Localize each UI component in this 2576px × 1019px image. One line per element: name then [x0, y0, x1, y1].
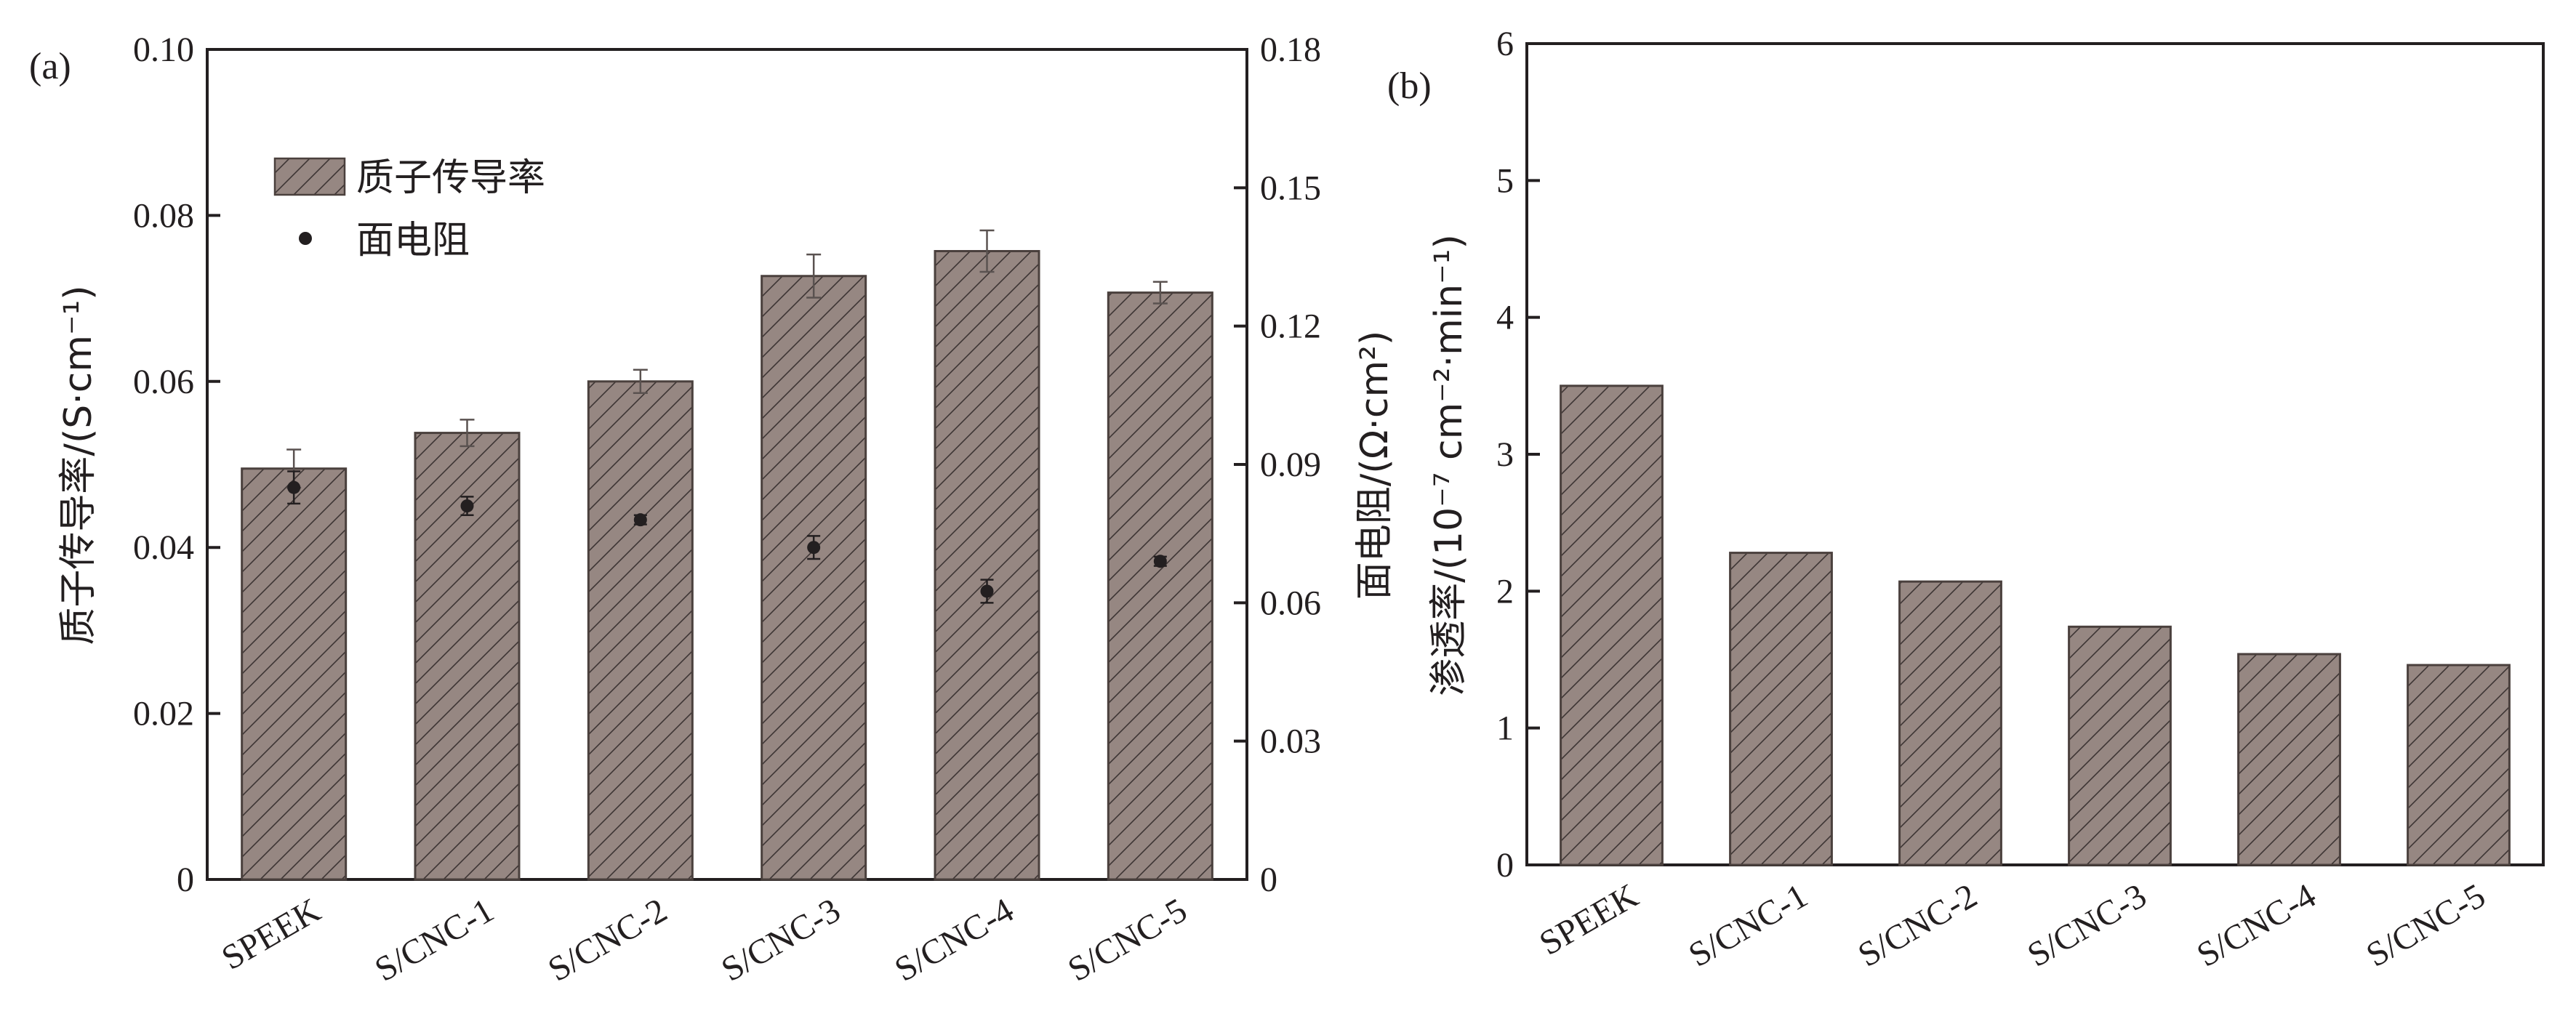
tick-label-right: 0	[1260, 861, 1277, 899]
x-tick-label: S/CNC-3	[715, 891, 846, 989]
right-axis-ticks-a: 0 0.03 0.06 0.09 0.12 0.15 0.18	[1234, 31, 1321, 899]
tick-label-left: 0.02	[133, 695, 194, 733]
x-tick-label: S/CNC-4	[888, 891, 1020, 989]
tick-label-left: 0.08	[133, 196, 194, 235]
bar	[587, 380, 694, 881]
x-tick-label: S/CNC-3	[2021, 877, 2153, 975]
legend-swatch-bar	[273, 157, 346, 196]
chart-a: (a) 00.020.040.060.080.10 00.030.060.090…	[29, 31, 1397, 989]
bar	[2407, 664, 2511, 866]
bar	[2068, 625, 2172, 866]
bar	[2237, 653, 2341, 866]
tick-label-left: 0	[177, 861, 194, 899]
bars-a	[241, 229, 1213, 881]
panel-label-b: (b)	[1387, 65, 1432, 107]
plot-frame-b	[1525, 42, 2545, 866]
tick-label-right: 0.15	[1260, 169, 1321, 207]
tick-label-left: 0.04	[133, 528, 194, 567]
tick-label-left: 5	[1496, 161, 1514, 200]
data-point	[1153, 555, 1167, 568]
x-tick-label: S/CNC-1	[1682, 877, 1814, 975]
tick-label-left: 0.10	[133, 31, 194, 69]
legend-label-bar: 质子传导率	[356, 156, 545, 200]
bar	[934, 250, 1040, 881]
data-point	[287, 480, 301, 494]
tick-label-right: 0.03	[1260, 722, 1321, 761]
x-tick-label: S/CNC-1	[369, 891, 500, 989]
x-tick-label: SPEEK	[215, 890, 327, 977]
y-axis-title-right-a: 面电阻/(Ω·cm²)	[1353, 331, 1397, 600]
tick-label-right: 0.12	[1260, 307, 1321, 346]
tick-label-right: 0.18	[1260, 31, 1321, 69]
tick-label-left: 4	[1496, 299, 1514, 337]
tick-label-left: 3	[1496, 435, 1514, 474]
panel-label-a: (a)	[29, 46, 71, 87]
data-point	[460, 499, 474, 513]
tick-label-right: 0.09	[1260, 446, 1321, 484]
bar	[1729, 552, 1833, 866]
x-tick-label: S/CNC-4	[2191, 877, 2322, 975]
left-axis-ticks-a: 0 0.02 0.04 0.06 0.08 0.10	[133, 31, 220, 899]
bar	[241, 467, 348, 881]
points-a	[287, 470, 1167, 604]
data-point	[980, 584, 994, 598]
bar	[1898, 580, 2002, 866]
x-tick-labels-a: SPEEK S/CNC-1 S/CNC-2 S/CNC-3 S/CNC-4 S/CNC-5	[215, 890, 1193, 988]
bar	[1560, 384, 1664, 866]
chart-b: (b) 0 1 2 3 4 5 6 SPEEK S/CNC-1 S/CNC-2 S/CNC-3 S/…	[1387, 25, 2545, 975]
left-axis-ticks-b: 0 1 2 3 4 5 6	[1496, 25, 1540, 885]
x-tick-label: S/CNC-5	[2360, 877, 2492, 975]
y-axis-title-left-a: 质子传导率/(S·cm⁻¹)	[57, 285, 100, 645]
tick-label-left: 1	[1496, 709, 1514, 748]
tick-label-right: 0.06	[1260, 584, 1321, 622]
legend-marker-point	[299, 232, 312, 245]
x-tick-label: SPEEK	[1533, 876, 1645, 962]
y-axis-title-b: 渗透率/(10⁻⁷ cm⁻²·min⁻¹)	[1427, 234, 1471, 696]
tick-label-left: 0	[1496, 846, 1514, 885]
tick-label-left: 0.06	[133, 363, 194, 401]
data-point	[633, 513, 647, 527]
bar	[761, 275, 867, 881]
tick-label-left: 2	[1496, 572, 1514, 611]
bar	[1107, 291, 1213, 881]
bars-b	[1560, 384, 2511, 866]
legend-label-point: 面电阻	[356, 219, 470, 262]
x-tick-label: S/CNC-2	[542, 891, 673, 989]
x-tick-label: S/CNC-5	[1062, 891, 1193, 989]
tick-label-left: 6	[1496, 25, 1514, 63]
legend-a: 质子传导率 面电阻	[273, 156, 545, 262]
x-tick-label: S/CNC-2	[1852, 877, 1983, 975]
x-tick-labels-b: SPEEK S/CNC-1 S/CNC-2 S/CNC-3 S/CNC-4 S/CNC-5	[1533, 876, 2492, 974]
data-point	[807, 541, 821, 555]
